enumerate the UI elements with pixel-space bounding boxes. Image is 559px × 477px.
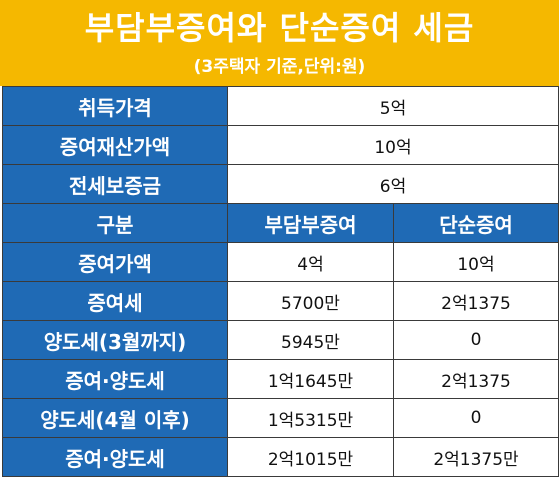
- info-row: 취득가격 5억: [2, 86, 559, 126]
- page-subtitle: (3주택자 기준,단위:원): [193, 57, 366, 77]
- info-row: 전세보증금 6억: [2, 164, 559, 204]
- simple-gift-cell: 0: [393, 398, 559, 438]
- row-label: 증여세: [2, 281, 228, 321]
- row-label: 양도세(3월까지): [2, 320, 228, 360]
- info-value-gift-property-value: 10억: [227, 125, 559, 165]
- burden-gift-cell: 5945만: [227, 320, 394, 360]
- page-title: 부담부증여와 단순증여 세금: [84, 9, 475, 47]
- info-value-acquisition-price: 5억: [227, 86, 559, 126]
- column-header-simple-gift: 단순증여: [393, 203, 559, 243]
- table-row: 증여세 5700만 2억1375: [2, 281, 559, 321]
- table-row: 증여가액 4억 10억: [2, 242, 559, 282]
- burden-gift-cell: 5700만: [227, 281, 394, 321]
- info-label-jeonse-deposit: 전세보증금: [2, 164, 228, 204]
- header-banner: 부담부증여와 단순증여 세금 (3주택자 기준,단위:원): [0, 0, 559, 86]
- burden-gift-cell: 2억1015만: [227, 437, 394, 477]
- info-label-gift-property-value: 증여재산가액: [2, 125, 228, 165]
- table-row: 증여·양도세 2억1015만 2억1375만: [2, 437, 559, 477]
- info-value-jeonse-deposit: 6억: [227, 164, 559, 204]
- table-row: 증여·양도세 1억1645만 2억1375: [2, 359, 559, 399]
- burden-gift-cell: 4억: [227, 242, 394, 282]
- column-header-row: 구분 부담부증여 단순증여: [2, 203, 559, 243]
- simple-gift-cell: 10억: [393, 242, 559, 282]
- row-label: 증여·양도세: [2, 359, 228, 399]
- column-header-burden-gift: 부담부증여: [227, 203, 394, 243]
- simple-gift-cell: 2억1375만: [393, 437, 559, 477]
- info-label-acquisition-price: 취득가격: [2, 86, 228, 126]
- burden-gift-cell: 1억5315만: [227, 398, 394, 438]
- row-label: 증여가액: [2, 242, 228, 282]
- table-row: 양도세(3월까지) 5945만 0: [2, 320, 559, 360]
- info-row: 증여재산가액 10억: [2, 125, 559, 165]
- simple-gift-cell: 0: [393, 320, 559, 360]
- table-row: 양도세(4월 이후) 1억5315만 0: [2, 398, 559, 438]
- simple-gift-cell: 2억1375: [393, 359, 559, 399]
- burden-gift-cell: 1억1645만: [227, 359, 394, 399]
- tax-table: 취득가격 5억 증여재산가액 10억 전세보증금 6억 구분 부담부증여 단순증…: [2, 86, 559, 477]
- simple-gift-cell: 2억1375: [393, 281, 559, 321]
- column-header-category: 구분: [2, 203, 228, 243]
- row-label: 증여·양도세: [2, 437, 228, 477]
- row-label: 양도세(4월 이후): [2, 398, 228, 438]
